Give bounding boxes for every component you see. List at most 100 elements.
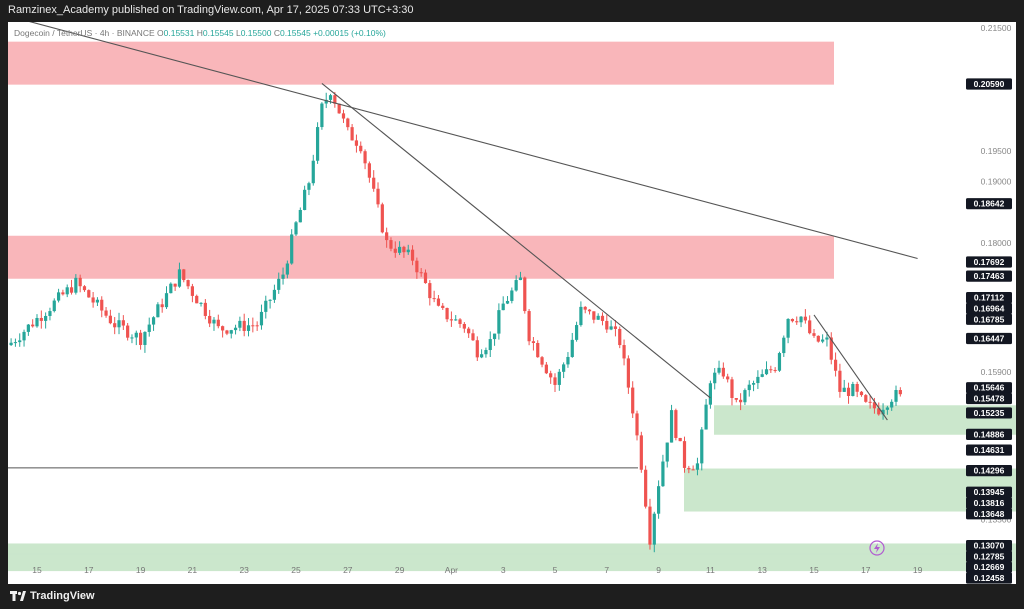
- candle-body: [484, 350, 488, 355]
- candle-body: [756, 376, 760, 384]
- candle-body: [354, 140, 359, 146]
- candle-body: [669, 410, 674, 443]
- candle-body: [803, 316, 807, 321]
- candle-body: [26, 324, 30, 332]
- candle-body: [825, 337, 829, 340]
- candle-body: [441, 305, 445, 308]
- change-value: +0.00015 (+0.10%): [313, 28, 386, 38]
- candle-body: [121, 320, 125, 326]
- candle-body: [514, 280, 518, 291]
- candle-body: [393, 248, 397, 253]
- price-label-bg: [966, 540, 1012, 552]
- candle-body: [881, 409, 885, 415]
- trendline: [29, 22, 918, 260]
- candle-body: [855, 383, 859, 392]
- candle-body: [108, 315, 112, 324]
- candle-body: [87, 290, 91, 298]
- price-chart[interactable]: 0.21500 0.19500 0.19000 0.18000 0.15900 0.135…: [8, 22, 1016, 584]
- candle-body: [510, 290, 514, 301]
- price-label: 0.13070: [966, 540, 1012, 552]
- candle-body: [786, 318, 790, 338]
- candle-body: [536, 342, 540, 358]
- candle-body: [333, 95, 337, 104]
- demand-zone: [684, 468, 1016, 512]
- price-label: 0.17112: [966, 292, 1012, 304]
- candle-body: [242, 320, 246, 331]
- candle-body: [531, 341, 536, 343]
- candle-body: [44, 315, 48, 321]
- candle-body: [233, 327, 238, 331]
- candle-body: [186, 280, 190, 287]
- candle-body: [56, 292, 61, 301]
- candle-body: [315, 127, 320, 161]
- price-label: 0.15478: [966, 392, 1012, 405]
- candle-body: [126, 325, 130, 338]
- y-axis-tick-label: 0.18000: [981, 238, 1012, 248]
- price-label-text: 0.14296: [974, 466, 1005, 476]
- candle-body: [91, 297, 95, 303]
- price-label-text: 0.12785: [974, 551, 1005, 561]
- price-label: 0.18642: [966, 198, 1012, 210]
- candle-body: [544, 364, 548, 374]
- candle-body: [445, 307, 449, 320]
- candle-body: [117, 320, 121, 328]
- price-label: 0.13945: [966, 486, 1012, 498]
- candle-body: [635, 413, 639, 436]
- candle-body: [518, 277, 523, 281]
- candle-body: [350, 127, 354, 141]
- candle-body: [238, 320, 242, 328]
- y-axis-tick-label: 0.21500: [981, 23, 1012, 33]
- y-axis-tick-label: 0.19500: [981, 146, 1012, 156]
- candle-body: [385, 232, 389, 241]
- x-axis-tick-label: 27: [343, 565, 353, 575]
- price-label: 0.12785: [966, 550, 1012, 562]
- candle-body: [100, 299, 104, 311]
- candle-body: [52, 300, 56, 312]
- price-label: 0.15235: [966, 407, 1012, 419]
- candle-body: [78, 277, 82, 287]
- tradingview-logo-icon[interactable]: [10, 590, 26, 603]
- price-label-bg: [966, 270, 1012, 282]
- candle-body: [182, 269, 186, 281]
- candle-body: [74, 277, 78, 293]
- price-label: 0.17692: [966, 256, 1012, 268]
- candle-body: [35, 317, 39, 327]
- x-axis-tick-label: 7: [604, 565, 609, 575]
- candle-body: [890, 401, 894, 408]
- candle-body: [829, 337, 833, 360]
- candle-body: [372, 177, 376, 189]
- price-label-text: 0.13648: [974, 509, 1005, 519]
- candle-body: [471, 333, 475, 341]
- price-label: 0.13816: [966, 497, 1012, 509]
- trendline: [321, 82, 711, 399]
- candle-body: [212, 319, 216, 324]
- price-label-bg: [966, 572, 1012, 584]
- price-label: 0.16447: [966, 332, 1012, 345]
- candle-body: [877, 408, 881, 415]
- price-label: 0.15646: [966, 382, 1012, 394]
- brand-name[interactable]: TradingView: [30, 590, 95, 602]
- candle-body: [359, 145, 363, 152]
- candle-body: [566, 356, 570, 365]
- price-label: 0.14631: [966, 444, 1012, 456]
- candle-body: [458, 319, 462, 324]
- price-label-bg: [966, 332, 1012, 345]
- price-label-text: 0.17463: [974, 271, 1005, 281]
- footer-bar: TradingView: [0, 584, 1024, 609]
- chart-panel[interactable]: 0.21500 0.19500 0.19000 0.18000 0.15900 0.135…: [8, 22, 1016, 584]
- candle-body: [713, 372, 717, 384]
- lightning-icon[interactable]: [869, 540, 885, 556]
- candle-body: [769, 369, 773, 371]
- candle-body: [799, 316, 803, 323]
- candle-body: [432, 298, 436, 300]
- candle-body: [229, 330, 233, 334]
- candle-body: [398, 246, 402, 253]
- candle-body: [708, 383, 712, 405]
- candle-body: [592, 311, 596, 320]
- candle-body: [363, 151, 367, 164]
- candle-body: [61, 292, 65, 295]
- candle-body: [160, 304, 164, 308]
- candle-body: [48, 311, 52, 316]
- candle-body: [104, 310, 108, 316]
- candle-body: [199, 302, 203, 304]
